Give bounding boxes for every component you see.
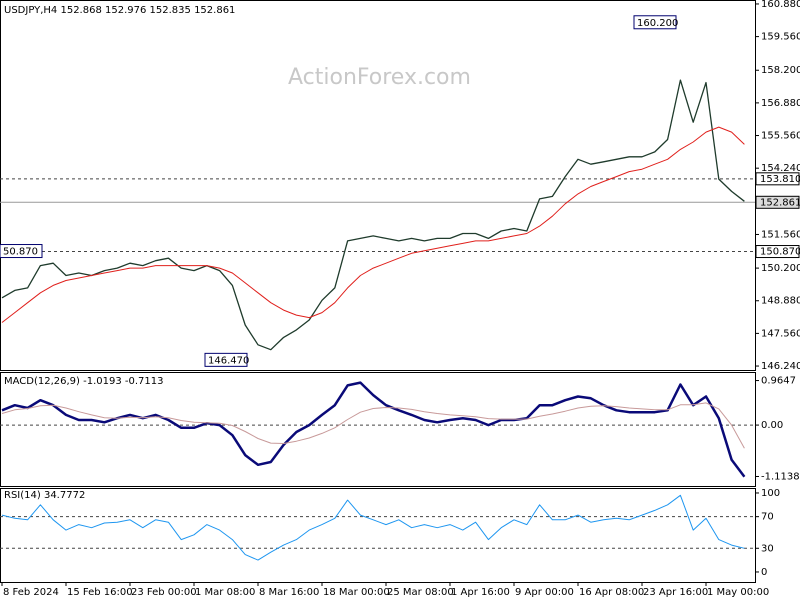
watermark: ActionForex.com bbox=[288, 65, 471, 90]
annotation-box bbox=[204, 352, 248, 367]
y-tick-label: 154.240 bbox=[761, 163, 800, 174]
y-tick-label: 70 bbox=[761, 512, 774, 523]
y-tick-label: 147.560 bbox=[761, 328, 800, 339]
series-line bbox=[1, 494, 745, 561]
x-tick-label: 1 Apr 16:00 bbox=[451, 587, 510, 598]
panel-frame bbox=[0, 372, 756, 487]
level-label: 150.870 bbox=[760, 247, 800, 258]
x-tick-label: 25 Mar 08:00 bbox=[387, 587, 454, 598]
y-tick-label: -1.1138 bbox=[761, 471, 800, 482]
y-tick-label: 30 bbox=[761, 543, 774, 554]
x-tick-label: 18 Mar 00:00 bbox=[323, 587, 390, 598]
level-label-box bbox=[755, 195, 800, 209]
y-tick-label: 146.240 bbox=[761, 361, 800, 372]
y-tick-label: 148.880 bbox=[761, 296, 800, 307]
macd-title: MACD(12,26,9) -1.0193 -0.7113 bbox=[4, 376, 164, 387]
y-tick-label: 160.880 bbox=[761, 0, 800, 10]
y-tick-label: 150.200 bbox=[761, 263, 800, 274]
x-tick-label: 1 May 00:00 bbox=[707, 587, 769, 598]
x-tick-label: 23 Apr 16:00 bbox=[643, 587, 708, 598]
series-line bbox=[1, 381, 746, 478]
rsi-title: RSI(14) 34.7772 bbox=[4, 490, 85, 501]
y-tick-label: 156.880 bbox=[761, 98, 800, 109]
chart-title: USDJPY,H4 152.868 152.976 152.835 152.86… bbox=[4, 5, 235, 16]
moving-average bbox=[1, 126, 745, 323]
y-tick-label: 0.00 bbox=[761, 420, 783, 431]
x-tick-label: 15 Feb 16:00 bbox=[67, 587, 133, 598]
x-tick-label: 8 Mar 16:00 bbox=[259, 587, 319, 598]
level-label: 152.861 bbox=[760, 197, 800, 208]
y-tick-label: 0 bbox=[761, 567, 767, 578]
level-label-box bbox=[755, 245, 800, 259]
level-label: 153.810 bbox=[760, 174, 800, 185]
x-tick-label: 1 Mar 08:00 bbox=[195, 587, 255, 598]
series-line bbox=[1, 402, 745, 449]
annotation: 50.870 bbox=[3, 247, 38, 258]
x-tick-label: 9 Apr 00:00 bbox=[515, 587, 574, 598]
level-label-box bbox=[755, 172, 800, 186]
x-tick-label: 8 Feb 2024 bbox=[3, 587, 59, 598]
series-line bbox=[1, 79, 745, 351]
y-tick-label: 100 bbox=[761, 488, 780, 499]
x-tick-label: 23 Feb 00:00 bbox=[131, 587, 197, 598]
annotation-box bbox=[0, 244, 43, 259]
annotation: 160.200 bbox=[637, 18, 678, 29]
x-tick-label: 16 Apr 08:00 bbox=[579, 587, 644, 598]
y-tick-label: 151.560 bbox=[761, 229, 800, 240]
y-tick-label: 155.560 bbox=[761, 131, 800, 142]
panel-frame bbox=[0, 0, 756, 371]
y-tick-label: 0.9647 bbox=[761, 376, 796, 387]
y-tick-label: 159.560 bbox=[761, 32, 800, 43]
y-tick-label: 158.200 bbox=[761, 65, 800, 76]
panel-frame bbox=[0, 488, 756, 583]
annotation-box bbox=[633, 15, 677, 30]
annotation: 146.470 bbox=[208, 355, 249, 366]
